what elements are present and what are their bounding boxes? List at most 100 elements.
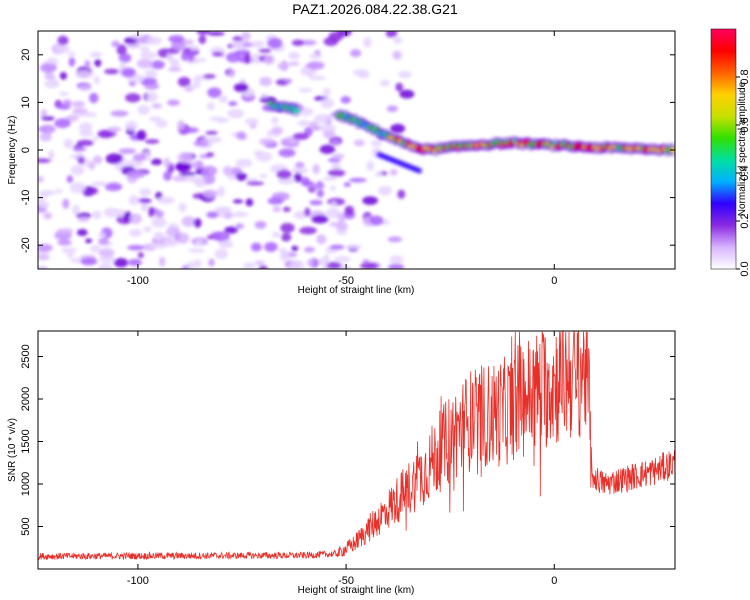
heatmap-cell — [181, 127, 199, 134]
heatmap-cell — [291, 245, 299, 252]
heatmap-cell — [291, 166, 309, 174]
heatmap-cell — [217, 185, 225, 197]
colorbar-tick-label: 0.4 — [739, 165, 750, 180]
heatmap-cell — [388, 263, 405, 269]
heatmap-cell — [397, 70, 412, 79]
heatmap-cell — [224, 211, 232, 220]
track-core — [292, 108, 300, 114]
heatmap-cell — [366, 160, 375, 172]
heatmap-cell — [195, 239, 203, 246]
heatmap-cell — [63, 99, 72, 106]
heatmap-cell — [54, 118, 71, 129]
spectrogram-ylabel: Frequency (Hz) — [7, 116, 18, 185]
heatmap-cell — [255, 151, 273, 162]
heatmap-cell — [267, 197, 284, 205]
heatmap-cell — [323, 37, 339, 46]
heatmap-cell — [299, 39, 317, 46]
heatmap-cell — [390, 123, 406, 134]
heatmap-cell — [386, 105, 399, 113]
heatmap-cell — [287, 61, 300, 66]
heatmap-cell — [276, 169, 292, 180]
heatmap-cell — [70, 164, 85, 176]
heatmap-cell — [284, 78, 293, 84]
heatmap-cell — [178, 171, 197, 177]
heatmap-cell — [151, 103, 163, 109]
heatmap-cell — [331, 162, 342, 172]
heatmap-cell — [72, 204, 80, 215]
heatmap-cell — [243, 262, 255, 269]
spectrogram-xtick-label: 0 — [551, 275, 557, 287]
heatmap-cell — [193, 259, 202, 268]
snr-ytick-label: 1000 — [20, 472, 32, 496]
heatmap-cell — [144, 139, 160, 144]
heatmap-cell — [66, 175, 74, 183]
heatmap-cell — [259, 76, 273, 87]
heatmap-cell — [330, 201, 337, 208]
heatmap-cell — [75, 70, 93, 79]
heatmap-cell — [277, 61, 290, 71]
heatmap-cell — [311, 215, 329, 224]
heatmap-cell — [136, 39, 143, 45]
heatmap-cell — [166, 52, 174, 62]
heatmap-cell — [72, 146, 87, 152]
heatmap-cell — [369, 215, 384, 226]
heatmap-cell — [47, 149, 55, 161]
heatmap-cell — [392, 50, 402, 60]
heatmap-cell — [150, 242, 169, 249]
heatmap-cell — [271, 231, 281, 238]
heatmap-cell — [89, 92, 99, 104]
heatmap-cell — [232, 211, 249, 218]
chart-title: PAZ1.2026.084.22.38.G21 — [292, 1, 458, 17]
heatmap-cell — [128, 195, 140, 206]
heatmap-cell — [292, 132, 309, 141]
heatmap-cell — [187, 52, 195, 62]
heatmap-cell — [67, 51, 76, 57]
heatmap-cell — [272, 206, 282, 213]
heatmap-cell — [175, 162, 193, 172]
heatmap-cell — [104, 182, 123, 192]
heatmap-cell — [241, 31, 251, 41]
spectrogram-ytick-label: -10 — [20, 190, 32, 206]
heatmap-cell — [250, 242, 262, 252]
heatmap-cell — [72, 107, 88, 114]
heatmap-cell — [264, 241, 278, 253]
heatmap-cell — [94, 59, 102, 67]
heatmap-cell — [280, 223, 295, 233]
heatmap-cell — [207, 102, 215, 111]
heatmap-cell — [99, 255, 115, 263]
heatmap-cell — [387, 236, 403, 243]
heatmap-cell — [41, 116, 55, 121]
heatmap-cell — [143, 226, 152, 233]
heatmap-cell — [98, 231, 106, 238]
heatmap-cell — [105, 153, 123, 164]
heatmap-cell — [63, 138, 74, 149]
heatmap-cell — [322, 87, 331, 97]
heatmap-cell — [278, 247, 288, 253]
heatmap-cell — [116, 44, 127, 56]
heatmap-cell — [90, 181, 109, 187]
heatmap-cell — [61, 247, 77, 254]
heatmap-cell — [236, 131, 247, 140]
heatmap-cell — [326, 261, 342, 269]
heatmap-cell — [334, 256, 351, 263]
heatmap-layer — [38, 31, 675, 269]
spectrogram-xtick-label: -50 — [338, 275, 354, 287]
heatmap-cell — [299, 107, 314, 116]
heatmap-cell — [38, 243, 53, 252]
heatmap-cell — [103, 207, 120, 218]
heatmap-cell — [193, 74, 201, 86]
heatmap-cell — [198, 57, 207, 62]
heatmap-cell — [374, 171, 383, 177]
heatmap-cell — [201, 165, 218, 177]
snr-ticks: -100 -50 0 500 1000 1500 2000 2500 — [20, 331, 675, 587]
heatmap-cell — [259, 138, 275, 145]
colorbar-label: Normalized spectral amplitude — [737, 81, 748, 216]
heatmap-cell — [171, 39, 186, 51]
heatmap-cell — [370, 140, 382, 147]
heatmap-cell — [320, 97, 334, 109]
spectrogram-xlabel: Height of straight line (km) — [298, 285, 415, 296]
heatmap-cell — [279, 251, 290, 262]
heatmap-cell — [193, 140, 209, 147]
spectrogram-xtick-label: -100 — [127, 275, 149, 287]
